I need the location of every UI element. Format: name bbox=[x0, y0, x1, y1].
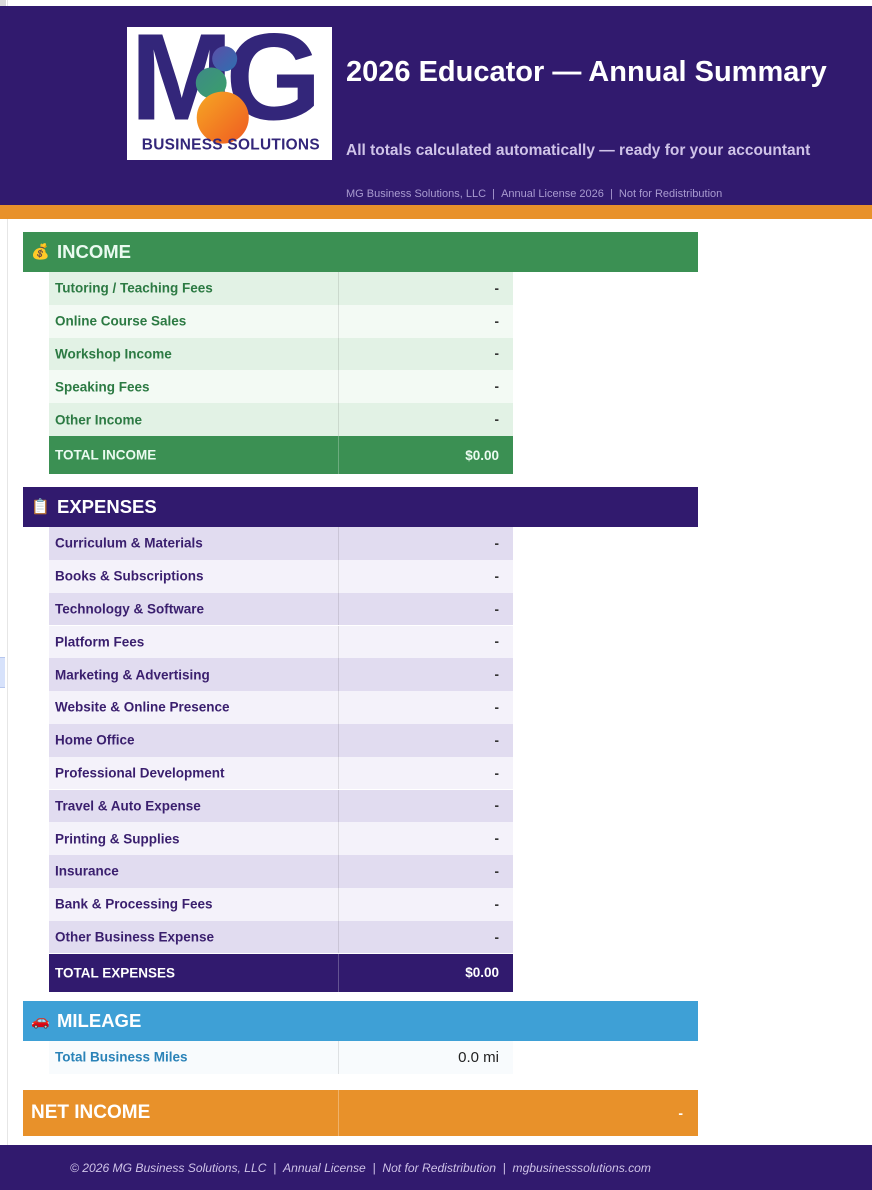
svg-text:BUSINESS SOLUTIONS: BUSINESS SOLUTIONS bbox=[142, 136, 320, 153]
